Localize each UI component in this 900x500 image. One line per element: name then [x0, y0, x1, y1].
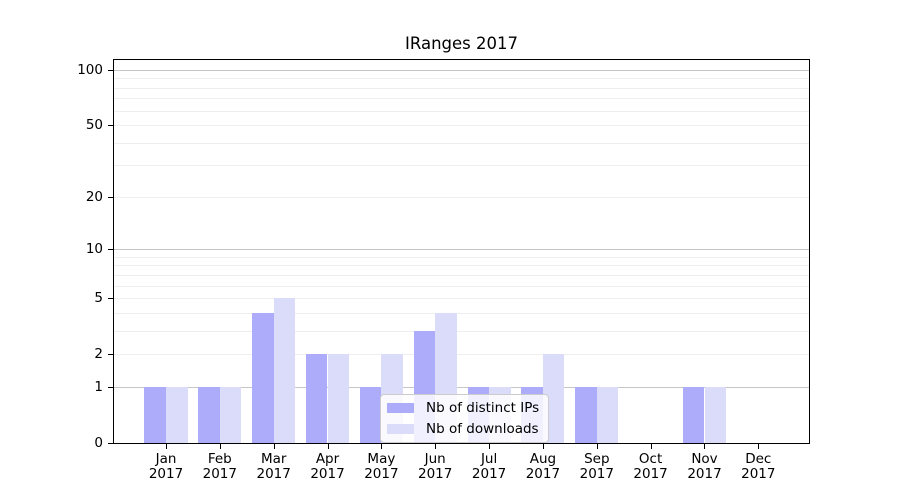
x-tick [704, 444, 705, 449]
x-tick-label: May 2017 [364, 451, 399, 482]
bar-downloads-feb [219, 387, 242, 443]
chart-title: IRanges 2017 [405, 34, 518, 53]
x-tick [651, 444, 652, 449]
major-gridline [114, 70, 809, 71]
minor-gridline [114, 125, 809, 126]
y-tick-label: 0 [94, 435, 103, 451]
major-gridline [114, 249, 809, 250]
minor-gridline [114, 88, 809, 89]
x-tick-label: Feb 2017 [202, 451, 237, 482]
x-tick-label: Jul 2017 [471, 451, 507, 482]
bar-ips-apr [305, 354, 328, 443]
y-tick-label: 10 [85, 241, 103, 257]
y-tick [108, 443, 113, 444]
bar-downloads-nov [704, 387, 727, 443]
ips-swatch-icon [387, 403, 414, 413]
y-tick [108, 125, 113, 126]
x-tick [274, 444, 275, 449]
minor-gridline [114, 298, 809, 299]
y-tick [108, 298, 113, 299]
x-tick-label: Sep 2017 [579, 451, 614, 482]
major-gridline [114, 387, 809, 388]
y-tick [108, 197, 113, 198]
y-tick [108, 387, 113, 388]
legend-label-ips: Nb of distinct IPs [426, 400, 540, 416]
x-tick-label: Dec 2017 [741, 451, 776, 482]
x-tick [435, 444, 436, 449]
minor-gridline [114, 78, 809, 79]
x-tick [597, 444, 598, 449]
minor-gridline [114, 165, 809, 166]
bar-ips-jan [144, 387, 166, 443]
y-tick-label: 20 [85, 189, 103, 205]
downloads-swatch-icon [387, 424, 414, 434]
bar-ips-feb [198, 387, 220, 443]
x-tick [489, 444, 490, 449]
x-tick-label: Jan 2017 [148, 451, 184, 482]
y-tick [108, 249, 113, 250]
bar-downloads-mar [273, 298, 296, 443]
x-tick-label: Apr 2017 [310, 451, 345, 482]
y-tick-label: 100 [77, 62, 103, 78]
plot-area [113, 59, 810, 444]
x-tick-label: Mar 2017 [256, 451, 291, 482]
minor-gridline [114, 197, 809, 198]
legend-label-downloads: Nb of downloads [426, 421, 539, 437]
y-tick-label: 5 [94, 290, 103, 306]
bar-downloads-jan [166, 387, 188, 443]
minor-gridline [114, 354, 809, 355]
x-tick-label: Nov 2017 [687, 451, 722, 482]
legend: Nb of distinct IPs Nb of downloads [380, 394, 550, 443]
legend-row-ips: Nb of distinct IPs [387, 400, 539, 416]
y-tick-label: 50 [85, 117, 103, 133]
y-tick-label: 1 [94, 379, 103, 395]
x-tick [166, 444, 167, 449]
minor-gridline [114, 275, 809, 276]
bar-ips-may [359, 387, 382, 443]
bar-ips-nov [682, 387, 705, 443]
minor-gridline [114, 286, 809, 287]
x-tick [328, 444, 329, 449]
minor-gridline [114, 313, 809, 314]
legend-row-downloads: Nb of downloads [387, 421, 539, 437]
bar-ips-mar [252, 312, 274, 443]
minor-gridline [114, 265, 809, 266]
x-tick-label: Oct 2017 [633, 451, 668, 482]
x-tick [381, 444, 382, 449]
minor-gridline [114, 111, 809, 112]
minor-gridline [114, 143, 809, 144]
bar-ips-sep [575, 387, 597, 443]
x-tick-label: Aug 2017 [525, 451, 561, 482]
bar-downloads-apr [327, 354, 350, 443]
minor-gridline [114, 98, 809, 99]
y-tick-label: 2 [94, 346, 103, 362]
x-tick [220, 444, 221, 449]
x-tick [543, 444, 544, 449]
y-tick [108, 354, 113, 355]
bar-downloads-sep [596, 387, 619, 443]
minor-gridline [114, 257, 809, 258]
minor-gridline [114, 331, 809, 332]
y-tick [108, 70, 113, 71]
x-tick-label: Jun 2017 [418, 451, 453, 482]
x-tick [758, 444, 759, 449]
